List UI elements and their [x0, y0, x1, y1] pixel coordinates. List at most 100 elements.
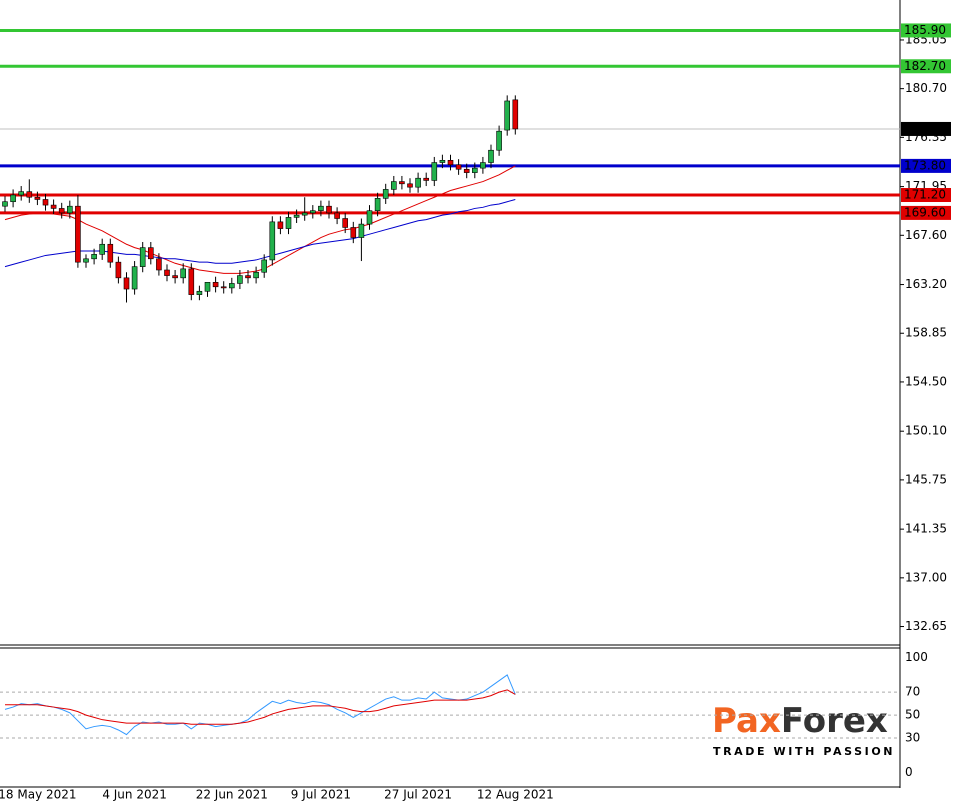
candle-body	[50, 204, 57, 209]
candle-body	[415, 177, 421, 188]
logo-tagline: TRADE WITH PASSION	[713, 745, 895, 758]
candle-body	[399, 181, 405, 185]
candle-body	[350, 227, 357, 238]
candle-body	[164, 269, 170, 276]
y-tick-label: 100	[905, 650, 928, 664]
candle-body	[269, 221, 276, 261]
candle-body	[463, 168, 470, 173]
level-label: 173.80	[904, 158, 946, 172]
y-tick-label: 150.10	[905, 424, 947, 438]
x-tick-label: 22 Jun 2021	[196, 788, 268, 801]
moving-average	[4, 198, 516, 268]
candle-body	[293, 214, 300, 218]
candle-body	[358, 223, 365, 238]
candle-body	[301, 212, 308, 216]
y-tick-label: 167.60	[905, 228, 947, 242]
candle-body	[318, 205, 324, 211]
candle-body	[156, 258, 162, 271]
candle-body	[107, 243, 114, 263]
candle-body	[67, 205, 73, 214]
candle-body	[496, 130, 502, 151]
logo-name: PaxForex	[712, 701, 888, 741]
x-tick-label: 9 Jul 2021	[291, 788, 351, 801]
logo-part: Pa	[712, 701, 759, 741]
candle-body	[2, 201, 8, 207]
candle-body	[83, 258, 89, 263]
candle-body	[455, 164, 462, 170]
y-tick-label: 30	[905, 731, 920, 745]
candle-body	[75, 205, 81, 263]
candle-body	[172, 275, 178, 279]
candle-body	[374, 198, 381, 211]
candle-body	[245, 275, 251, 279]
candle-body	[212, 282, 219, 288]
candle-body	[326, 205, 332, 214]
y-tick-label: 145.75	[905, 472, 947, 486]
candle-body	[447, 159, 454, 166]
candle-body	[512, 99, 519, 130]
y-tick-label: 158.85	[905, 326, 947, 340]
candle-body	[334, 212, 340, 219]
candle-body	[488, 149, 494, 163]
candle-body	[196, 290, 203, 295]
candle-body	[10, 194, 16, 203]
candle-body	[229, 283, 235, 289]
candle-body	[188, 268, 195, 295]
candle-body	[204, 282, 211, 292]
last-price-box	[901, 121, 951, 136]
y-tick-label: 141.35	[905, 522, 947, 536]
candle-body	[99, 243, 105, 255]
y-tick-label: 0	[905, 765, 913, 779]
y-tick-label: 137.00	[905, 570, 947, 584]
x-tick-label: 12 Aug 2021	[477, 788, 554, 801]
level-box	[901, 59, 951, 74]
candle-body	[309, 210, 316, 214]
candle-body	[237, 275, 243, 284]
last-price-label: 177.10	[904, 121, 946, 135]
x-tick-label: 27 Jul 2021	[384, 788, 452, 801]
y-tick-label: 70	[905, 685, 920, 699]
level-box	[901, 205, 951, 220]
level-label: 185.90	[904, 23, 946, 37]
candle-body	[123, 277, 130, 290]
candle-body	[366, 210, 373, 225]
candle-body	[504, 100, 511, 131]
level-box	[901, 188, 951, 202]
candle-body	[26, 191, 33, 198]
candle-body	[253, 271, 259, 279]
candle-body	[148, 247, 154, 260]
candle-body	[423, 177, 430, 181]
candle-body	[42, 199, 49, 206]
candle-body	[91, 254, 97, 260]
x-tick-label: 4 Jun 2021	[102, 788, 167, 801]
logo-part: Forex	[781, 701, 888, 741]
level-label: 171.20	[904, 188, 946, 202]
y-tick-label: 180.70	[905, 81, 947, 95]
candle-body	[431, 162, 438, 181]
candle-body	[131, 266, 138, 290]
candle-body	[115, 261, 122, 279]
x-tick-label: 18 May 2021	[0, 788, 77, 801]
y-tick-label: 50	[905, 708, 920, 722]
logo: PaxForex TRADE WITH PASSION	[712, 701, 895, 759]
logo-part: x	[759, 701, 781, 741]
y-tick-label: 163.20	[905, 277, 947, 291]
level-box	[901, 158, 951, 173]
candle-body	[261, 259, 268, 273]
indicator-line	[5, 689, 516, 725]
candle-body	[18, 191, 25, 196]
level-label: 169.60	[904, 205, 946, 219]
candle-body	[471, 167, 478, 173]
level-box	[901, 23, 951, 38]
moving-average	[4, 165, 516, 274]
candle-body	[34, 196, 41, 200]
candle-body	[439, 159, 446, 163]
candle-body	[382, 189, 389, 199]
y-tick-label: 132.65	[905, 619, 947, 633]
level-label: 182.70	[904, 59, 946, 73]
candle-body	[342, 218, 349, 228]
candle-body	[285, 217, 292, 229]
candle-body	[180, 268, 186, 279]
candle-body	[277, 221, 284, 229]
